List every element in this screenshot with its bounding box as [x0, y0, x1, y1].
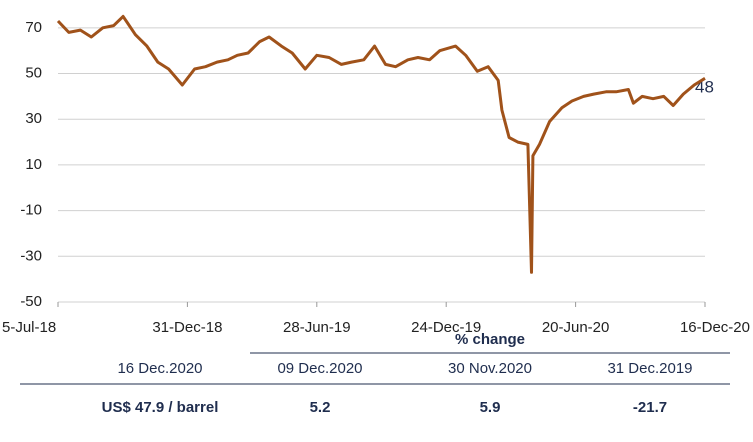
- cell: 5.9: [480, 399, 501, 416]
- y-tick-label: 30: [25, 110, 42, 127]
- cell: US$ 47.9 / barrel: [102, 399, 219, 416]
- column-header: 30 Nov.2020: [448, 360, 532, 377]
- cell: 5.2: [310, 399, 331, 416]
- x-tick-label: 20-Jun-20: [542, 319, 610, 336]
- x-tick-label: 31-Dec-18: [152, 319, 222, 336]
- x-tick-label: 16-Dec-20: [680, 319, 750, 336]
- cell: -21.7: [633, 399, 667, 416]
- y-tick-label: -50: [20, 293, 42, 310]
- table-header: % change: [455, 331, 525, 348]
- x-tick-label: 24-Dec-19: [411, 319, 481, 336]
- x-tick-label: 28-Jun-19: [283, 319, 351, 336]
- y-tick-label: 70: [25, 19, 42, 36]
- y-tick-label: 50: [25, 65, 42, 82]
- column-header: 16 Dec.2020: [117, 360, 202, 377]
- y-tick-label: 10: [25, 156, 42, 173]
- price-line: [56, 14, 706, 274]
- x-tick-label: 5-Jul-18: [2, 319, 56, 336]
- y-tick-label: -10: [20, 202, 42, 219]
- column-header: 31 Dec.2019: [607, 360, 692, 377]
- column-header: 09 Dec.2020: [277, 360, 362, 377]
- y-tick-label: -30: [20, 247, 42, 264]
